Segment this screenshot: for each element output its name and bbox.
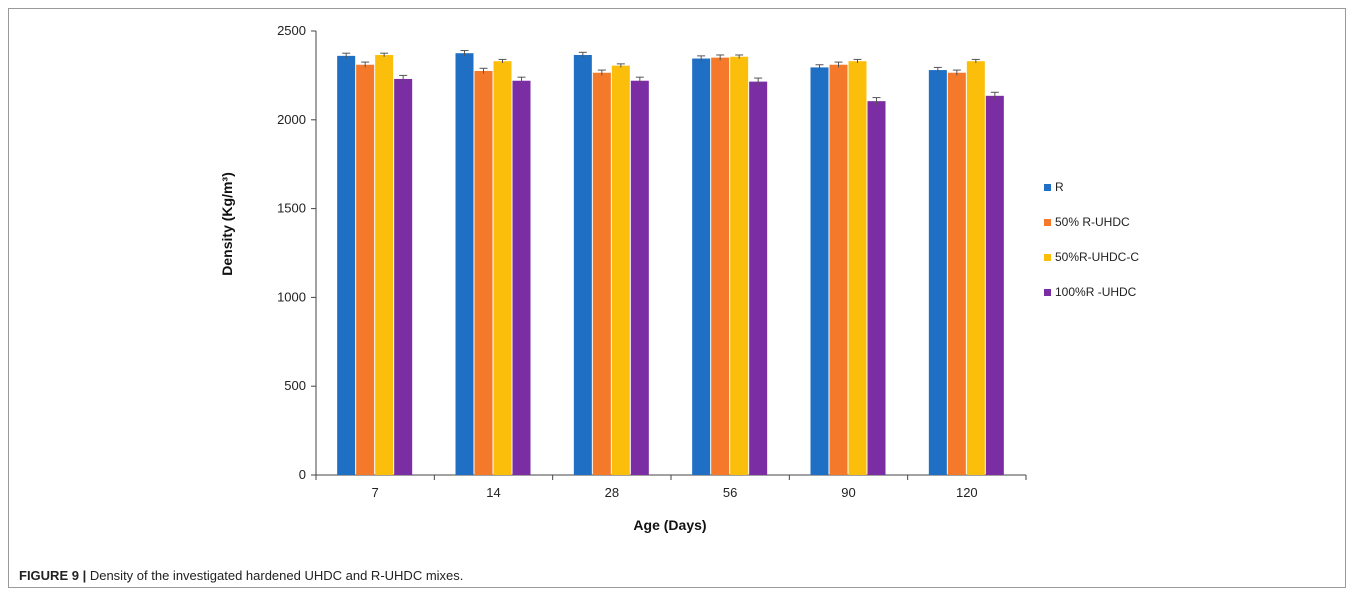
legend-label: 50% R-UHDC	[1055, 215, 1130, 229]
y-tick-label: 0	[299, 467, 306, 482]
y-tick-label: 2000	[277, 112, 306, 127]
y-axis-title: Density (Kg/m³)	[219, 172, 235, 275]
bar	[375, 54, 394, 475]
bar	[985, 95, 1004, 475]
figure-frame	[8, 8, 1346, 588]
x-tick-label: 120	[956, 485, 978, 500]
bar	[810, 67, 829, 476]
x-tick-label: 14	[486, 485, 500, 500]
bar	[493, 61, 512, 475]
bar	[592, 72, 611, 476]
legend-swatch	[1044, 289, 1051, 296]
figure-caption: FIGURE 9 | Density of the investigated h…	[19, 568, 463, 583]
legend-swatch	[1044, 219, 1051, 226]
bar	[928, 70, 947, 476]
bar	[356, 64, 375, 475]
x-tick-label: 28	[605, 485, 619, 500]
y-tick-label: 1000	[277, 289, 306, 304]
bar	[474, 70, 493, 476]
bar	[512, 80, 531, 475]
bar	[867, 101, 886, 475]
y-axis-ticks: 0 500 1000 1500 2000 2500	[277, 23, 316, 482]
bar	[947, 72, 966, 476]
bar	[394, 78, 413, 476]
bar	[692, 58, 711, 475]
bar	[711, 57, 730, 475]
legend-label: 100%R -UHDC	[1055, 285, 1137, 299]
bar	[848, 61, 867, 475]
legend-swatch	[1044, 254, 1051, 261]
chart-bars	[337, 50, 1004, 476]
legend-swatch	[1044, 184, 1051, 191]
bar	[573, 54, 592, 475]
x-tick-label: 56	[723, 485, 737, 500]
bar	[630, 80, 649, 475]
y-tick-label: 1500	[277, 201, 306, 216]
legend-label: 50%R-UHDC-C	[1055, 250, 1139, 264]
bar	[337, 55, 356, 475]
figure-label: FIGURE 9 |	[19, 568, 87, 583]
y-tick-label: 2500	[277, 23, 306, 38]
bar	[829, 64, 848, 475]
x-axis-ticks: 7 14 28 56 90 120	[315, 475, 1027, 500]
y-tick-label: 500	[284, 378, 306, 393]
x-tick-label: 7	[372, 485, 379, 500]
chart-axes	[315, 31, 1026, 476]
bar	[749, 81, 768, 475]
caption-text: Density of the investigated hardened UHD…	[89, 568, 464, 583]
bar	[611, 65, 630, 475]
legend-label: R	[1055, 180, 1064, 194]
chart-legend: R 50% R-UHDC 50%R-UHDC-C 100%R -UHDC	[1044, 180, 1139, 299]
bar	[455, 53, 474, 475]
bar	[730, 56, 749, 475]
bar	[966, 61, 985, 475]
x-axis-title: Age (Days)	[633, 517, 706, 533]
x-tick-label: 90	[841, 485, 855, 500]
